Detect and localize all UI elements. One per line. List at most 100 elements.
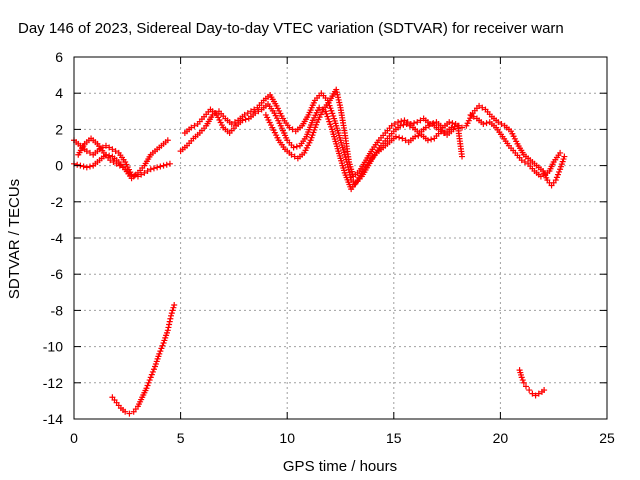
data-point <box>427 120 434 127</box>
x-axis-label: GPS time / hours <box>283 458 397 475</box>
data-point <box>148 371 155 378</box>
data-point <box>166 160 173 167</box>
y-tick-label: -12 <box>43 375 63 391</box>
data-point <box>83 164 90 171</box>
data-point <box>316 104 323 111</box>
data-point <box>428 136 435 143</box>
data-point <box>467 111 474 118</box>
data-point <box>83 148 90 155</box>
data-point <box>541 387 548 394</box>
series-trace-h <box>467 111 564 180</box>
data-points <box>71 86 568 417</box>
data-point <box>412 133 419 140</box>
data-point <box>166 321 173 328</box>
data-point <box>167 315 174 322</box>
y-axis-label: SDTVAR / TECUs <box>6 179 23 299</box>
data-point <box>498 120 505 127</box>
data-point <box>407 120 414 127</box>
data-point <box>535 390 542 397</box>
data-point <box>157 348 164 355</box>
data-point <box>157 163 164 170</box>
x-tick-label: 25 <box>599 430 615 446</box>
data-point <box>122 408 129 415</box>
data-point <box>144 168 151 175</box>
data-point <box>126 410 133 417</box>
data-point <box>113 160 120 167</box>
data-point <box>519 377 526 384</box>
data-point <box>391 120 398 127</box>
data-point <box>399 135 406 142</box>
data-point <box>495 119 502 126</box>
data-point <box>141 169 148 176</box>
data-point <box>529 390 536 397</box>
data-point <box>430 120 437 127</box>
data-point <box>522 383 529 390</box>
data-point <box>255 108 262 115</box>
data-point <box>109 146 116 153</box>
data-point <box>554 171 561 178</box>
data-point <box>518 157 525 164</box>
data-point <box>143 385 150 392</box>
x-tick-label: 10 <box>279 430 295 446</box>
data-point <box>247 108 254 115</box>
data-point <box>191 122 198 129</box>
data-point <box>450 126 457 133</box>
chart-title: Day 146 of 2023, Sidereal Day-to-day VTE… <box>18 20 564 37</box>
data-point <box>396 134 403 141</box>
y-tick-label: -10 <box>43 339 63 355</box>
x-tick-label: 5 <box>177 430 185 446</box>
data-point <box>188 124 195 131</box>
data-point <box>147 374 154 381</box>
y-tick-label: 6 <box>55 49 63 65</box>
data-point <box>169 307 176 314</box>
data-point <box>411 120 418 127</box>
data-point <box>110 158 117 165</box>
data-point <box>86 163 93 170</box>
y-tick-label: -2 <box>51 194 64 210</box>
data-point <box>144 382 151 389</box>
data-point <box>107 157 114 164</box>
x-tick-label: 15 <box>386 430 402 446</box>
data-point <box>166 318 173 325</box>
data-point <box>449 120 456 127</box>
data-point <box>86 149 93 156</box>
data-point <box>518 374 525 381</box>
data-point <box>455 122 462 129</box>
data-point <box>293 143 300 150</box>
data-point <box>106 144 113 151</box>
data-point <box>470 113 477 120</box>
data-point <box>74 161 81 168</box>
data-point <box>397 122 404 129</box>
data-point <box>521 158 528 165</box>
data-point <box>437 128 444 135</box>
data-point <box>483 120 490 127</box>
data-point <box>446 119 453 126</box>
data-point <box>126 169 133 176</box>
data-point <box>116 162 123 169</box>
data-point <box>242 116 249 123</box>
data-point <box>160 162 167 169</box>
data-point <box>532 392 539 399</box>
data-point <box>163 161 170 168</box>
data-point <box>154 164 161 171</box>
data-point <box>286 124 293 131</box>
y-tick-label: 4 <box>55 85 63 101</box>
data-point <box>402 137 409 144</box>
data-point <box>388 122 395 129</box>
data-point <box>537 173 544 180</box>
data-point <box>553 174 560 181</box>
data-point <box>168 312 175 319</box>
series-trace-j <box>516 367 548 399</box>
data-point <box>288 151 295 158</box>
y-tick-label: 0 <box>55 158 63 174</box>
data-point <box>244 110 251 117</box>
y-tick-label: 2 <box>55 121 63 137</box>
data-point <box>459 153 466 160</box>
data-point <box>417 117 424 124</box>
y-tick-label: -14 <box>43 411 63 427</box>
series-trace-e <box>181 101 457 193</box>
data-point <box>480 120 487 127</box>
data-point <box>102 142 109 149</box>
data-point <box>526 387 533 394</box>
